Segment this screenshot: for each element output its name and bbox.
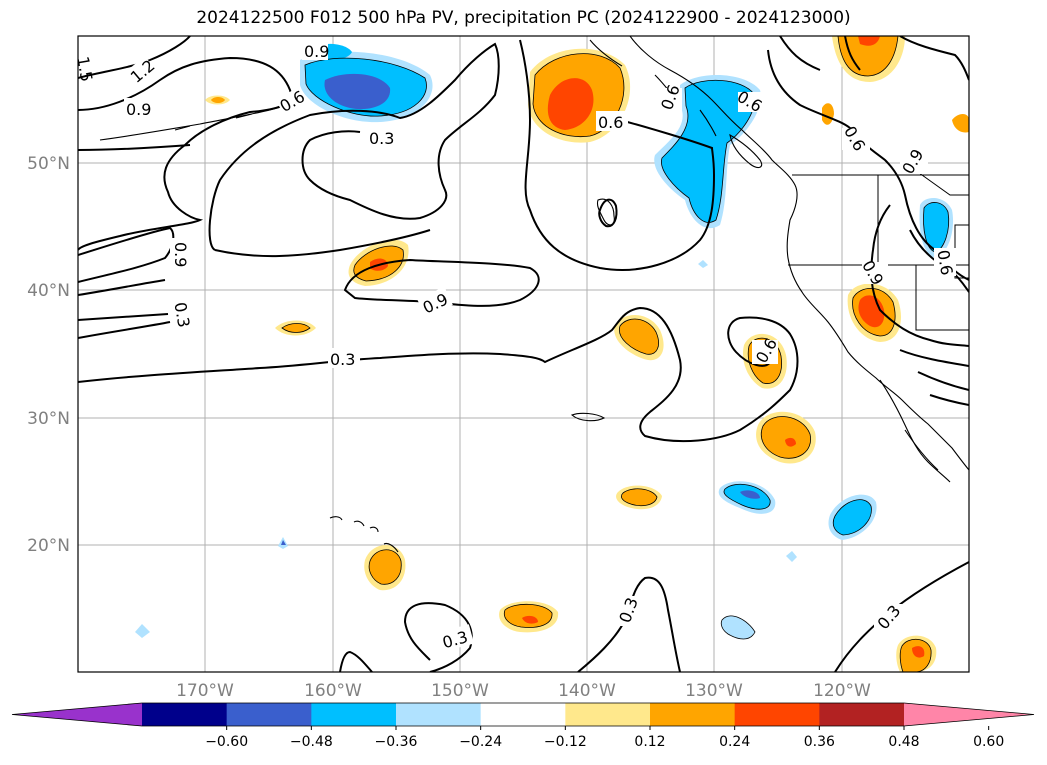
- pv-contours: [78, 36, 969, 672]
- gridlines: [78, 36, 969, 672]
- contour-labels: 1.2 0.9 0.9 0.6 0.3 0.9 0.3 0.9 0.3 0.6 …: [73, 40, 957, 652]
- colorbar-swatch: [819, 703, 905, 726]
- colorbar-swatch: [734, 703, 820, 726]
- map-area: [78, 36, 969, 672]
- contour-label: 1.5: [73, 55, 96, 83]
- latitude-labels: 50°N 40°N 30°N 20°N: [27, 154, 70, 556]
- lat-label-30n: 30°N: [27, 409, 70, 429]
- contour-label: 0.3: [330, 350, 355, 369]
- colorbar-swatch: [650, 703, 736, 726]
- precip-shading: [135, 36, 969, 672]
- colorbar-tick-label: 0.24: [719, 734, 750, 750]
- colorbar-tick-label: −0.36: [375, 734, 418, 750]
- lat-label-20n: 20°N: [27, 536, 70, 556]
- colorbar: −0.60 −0.48 −0.36 −0.24 −0.12 0.12 0.24 0.36 0.4…: [11, 702, 1035, 750]
- contour-label: 0.3: [170, 301, 193, 329]
- longitude-labels: 170°W 160°W 150°W 140°W 130°W 120°W: [176, 681, 871, 701]
- lon-label-130w: 130°W: [685, 681, 743, 701]
- colorbar-swatch: [565, 703, 651, 726]
- colorbar-swatch: [311, 703, 397, 726]
- colorbar-tick-label: −0.60: [205, 734, 248, 750]
- lon-label-160w: 160°W: [304, 681, 362, 701]
- contour-label: 0.9: [171, 242, 190, 267]
- map-frame: [77, 35, 970, 673]
- lat-label-50n: 50°N: [27, 154, 70, 174]
- colorbar-tick-label: 0.12: [634, 734, 665, 750]
- colorbar-extend-high: [904, 703, 1034, 726]
- lon-label-150w: 150°W: [431, 681, 489, 701]
- contour-label: 0.3: [369, 129, 394, 148]
- contour-label: 0.6: [933, 248, 956, 276]
- lat-label-40n: 40°N: [27, 281, 70, 301]
- precip-outlines: [281, 36, 950, 672]
- contour-label: 0.6: [598, 113, 623, 132]
- colorbar-swatch: [480, 703, 566, 726]
- colorbar-tick-label: 0.48: [888, 734, 919, 750]
- map-title: 2024122500 F012 500 hPa PV, precipitatio…: [196, 8, 851, 28]
- colorbar-tick-label: −0.24: [459, 734, 502, 750]
- contour-label: 0.9: [126, 100, 151, 119]
- lon-label-120w: 120°W: [813, 681, 871, 701]
- lon-label-140w: 140°W: [558, 681, 616, 701]
- colorbar-outline: [11, 702, 1035, 727]
- colorbar-tick-label: −0.12: [544, 734, 587, 750]
- colorbar-tick-label: 0.36: [804, 734, 835, 750]
- colorbar-swatch: [396, 703, 482, 726]
- colorbar-swatch: [142, 703, 228, 726]
- colorbar-tick-label: −0.48: [290, 734, 333, 750]
- colorbar-tick-label: 0.60: [973, 734, 1004, 750]
- colorbar-swatch: [226, 703, 312, 726]
- colorbar-extend-low: [12, 703, 142, 726]
- lon-label-170w: 170°W: [176, 681, 234, 701]
- contour-label: 0.9: [304, 42, 329, 61]
